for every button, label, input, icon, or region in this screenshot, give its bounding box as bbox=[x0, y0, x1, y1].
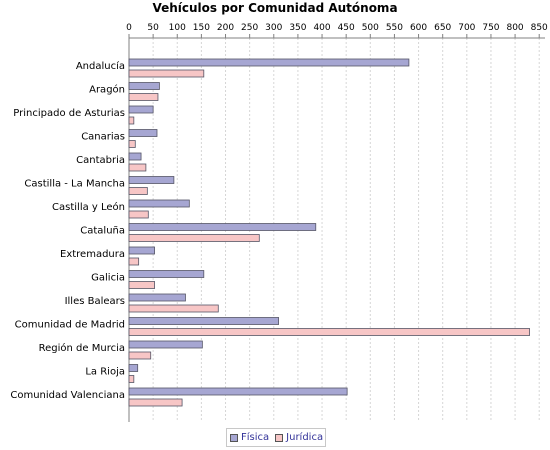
category-label: La Rioja bbox=[85, 367, 125, 378]
legend-label: Física bbox=[241, 432, 270, 443]
bar-fisica bbox=[128, 152, 142, 161]
bar-fisica bbox=[128, 270, 205, 278]
bar-juridica bbox=[128, 281, 155, 289]
category-label: Aragón bbox=[89, 84, 125, 96]
category-label: Principado de Asturias bbox=[13, 108, 125, 119]
bar-juridica bbox=[128, 398, 183, 407]
x-tick-label: 300 bbox=[265, 23, 282, 33]
category-label: Galicia bbox=[91, 273, 125, 284]
category-label: Illes Balears bbox=[65, 296, 125, 307]
x-tick-label: 150 bbox=[193, 23, 210, 33]
bar-juridica bbox=[128, 304, 219, 313]
x-tick-label: 450 bbox=[338, 23, 355, 33]
bar-fisica bbox=[128, 387, 348, 396]
bar-fisica bbox=[128, 317, 280, 325]
bar-juridica bbox=[128, 351, 152, 360]
x-tick-label: 600 bbox=[410, 23, 427, 33]
bar-fisica bbox=[128, 129, 158, 137]
bar-juridica bbox=[128, 69, 205, 78]
bar-juridica bbox=[128, 375, 135, 383]
bar-juridica bbox=[128, 116, 135, 125]
bar-fisica bbox=[128, 293, 186, 302]
category-label: Canarias bbox=[81, 132, 125, 143]
legend-swatch bbox=[230, 433, 238, 442]
category-label: Cataluña bbox=[80, 226, 125, 237]
bar-fisica bbox=[128, 199, 190, 208]
category-label: Castilla - La Mancha bbox=[24, 179, 125, 190]
bar-juridica bbox=[128, 140, 136, 148]
x-tick-label: 750 bbox=[482, 23, 499, 33]
bar-fisica bbox=[128, 223, 317, 231]
x-tick-label: 0 bbox=[126, 23, 132, 33]
x-tick-label: 350 bbox=[289, 23, 306, 33]
x-tick-label: 200 bbox=[217, 23, 234, 33]
bar-juridica bbox=[128, 257, 140, 266]
x-tick-label: 700 bbox=[458, 23, 475, 33]
bar-fisica bbox=[128, 176, 175, 184]
bar-juridica bbox=[128, 210, 149, 219]
bar-juridica bbox=[128, 234, 260, 242]
x-tick-label: 400 bbox=[313, 23, 330, 33]
bar-fisica bbox=[128, 364, 139, 372]
x-tick-label: 250 bbox=[241, 23, 258, 33]
x-tick-label: 800 bbox=[506, 23, 523, 33]
x-tick-label: 850 bbox=[531, 23, 548, 33]
category-label: Andalucía bbox=[76, 60, 125, 72]
bar-fisica bbox=[128, 82, 160, 90]
category-label: Región de Murcia bbox=[39, 342, 125, 354]
bar-fisica bbox=[128, 246, 155, 255]
x-tick-label: 650 bbox=[434, 23, 451, 33]
bar-juridica bbox=[128, 93, 159, 101]
category-label: Extremadura bbox=[60, 249, 125, 260]
bar-juridica bbox=[128, 187, 148, 195]
bar-juridica bbox=[128, 328, 530, 336]
x-tick-label: 550 bbox=[386, 23, 403, 33]
x-tick-label: 100 bbox=[169, 23, 186, 33]
category-label: Cantabria bbox=[76, 155, 125, 166]
chart-legend: Física Jurídica bbox=[226, 428, 326, 447]
bar-fisica bbox=[128, 105, 154, 114]
category-label: Castilla y León bbox=[52, 201, 125, 213]
x-tick-label: 50 bbox=[147, 23, 159, 33]
bar-fisica bbox=[128, 340, 203, 349]
chart-title: Vehículos por Comunidad Autónoma bbox=[152, 1, 398, 15]
bar-juridica bbox=[128, 163, 147, 172]
category-label: Comunidad Valenciana bbox=[10, 390, 125, 401]
x-tick-label: 500 bbox=[362, 23, 379, 33]
category-label: Comunidad de Madrid bbox=[15, 320, 125, 331]
legend-item: Jurídica bbox=[275, 432, 323, 443]
bar-fisica bbox=[128, 58, 410, 67]
legend-item: Física bbox=[230, 432, 269, 443]
legend-label: Jurídica bbox=[286, 432, 324, 443]
legend-swatch bbox=[275, 433, 284, 442]
